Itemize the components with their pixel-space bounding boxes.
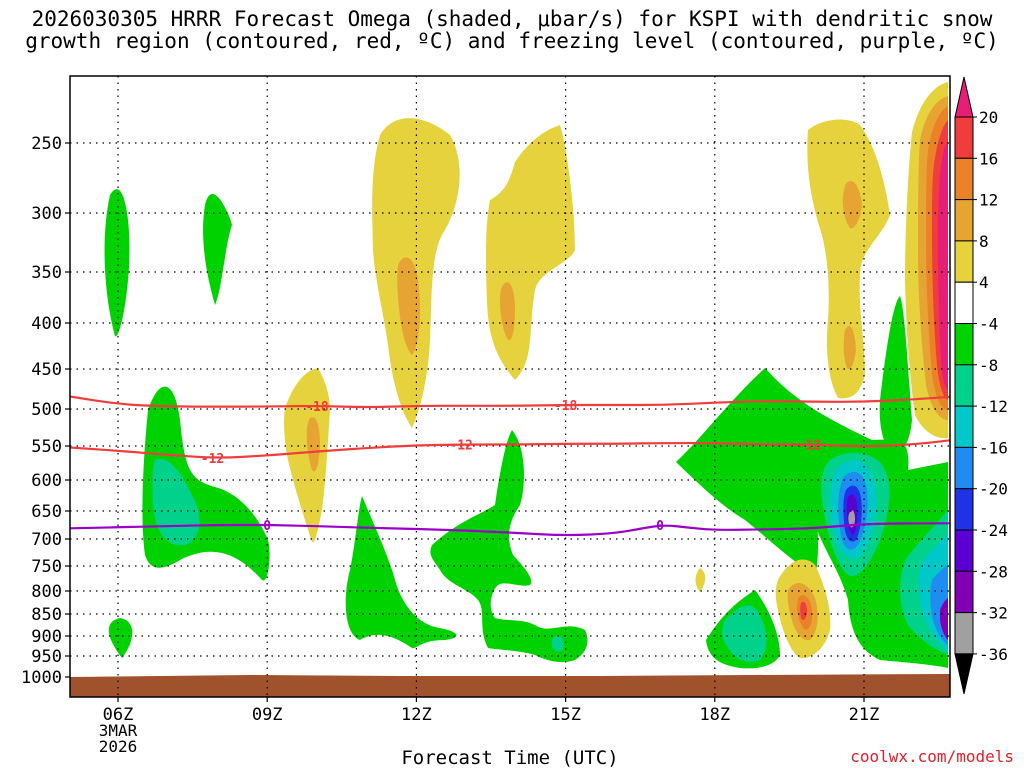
omega-region	[938, 140, 948, 390]
contour-line	[70, 522, 950, 537]
omega-region	[676, 368, 895, 575]
y-tick-label: 750	[31, 557, 62, 577]
credit-link[interactable]: coolwx.com/models	[850, 747, 1014, 766]
colorbar-bin	[954, 199, 974, 242]
colorbar-label: -24	[979, 521, 1008, 540]
omega-region	[306, 417, 320, 472]
y-tick-label: 300	[31, 204, 62, 224]
omega-region	[486, 125, 575, 380]
omega-region	[430, 430, 588, 663]
colorbar-label: 20	[979, 108, 998, 127]
omega-region	[848, 510, 855, 528]
y-tick-label: 850	[31, 605, 62, 625]
colorbar-label: -32	[979, 604, 1008, 623]
colorbar-bin	[954, 529, 974, 572]
y-tick-label: 1000	[21, 668, 62, 688]
y-tick-label: 250	[31, 134, 62, 154]
omega-shading	[70, 82, 950, 697]
x-tick-label: 15Z	[550, 705, 581, 725]
x-tick-label: 09Z	[252, 705, 283, 725]
omega-region	[695, 568, 706, 592]
x-date-label: 3MAR	[99, 721, 138, 740]
colorbar-bin	[954, 570, 974, 614]
colorbar-label: -20	[979, 480, 1008, 499]
omega-region	[203, 194, 232, 305]
y-tick-label: 350	[31, 263, 62, 283]
colorbar-label: 4	[979, 273, 989, 292]
omega-region	[940, 598, 948, 640]
y-tick-label: 600	[31, 471, 62, 491]
omega-region	[500, 282, 515, 341]
x-date-label: 2026	[99, 737, 138, 756]
colorbar: 20 16 12 8 4 -4 -8 -12 -16 -20 -24 -28 -32 -36	[954, 76, 1008, 695]
contour-line	[70, 395, 950, 409]
colorbar-label: -12	[979, 397, 1008, 416]
omega-region	[843, 326, 856, 370]
colorbar-label: -28	[979, 562, 1008, 581]
chart-title-line-2: growth region (contoured, red, ºC) and f…	[25, 29, 999, 53]
contour-label: -12	[449, 439, 472, 454]
colorbar-bin	[954, 364, 974, 407]
contour-label: -18	[305, 400, 329, 415]
contour-label: -18	[554, 399, 578, 414]
contour-label: -12	[201, 452, 224, 467]
y-tick-label: 650	[31, 502, 62, 522]
omega-region	[152, 459, 200, 546]
omega-region	[722, 605, 767, 662]
colorbar-label: -16	[979, 438, 1008, 457]
ground-surface	[70, 674, 950, 697]
colorbar-label: 16	[979, 149, 998, 168]
omega-region	[345, 496, 457, 649]
plot-frame	[69, 75, 951, 698]
y-tick-label: 500	[31, 400, 62, 420]
colorbar-bin	[954, 446, 974, 490]
colorbar-bin	[954, 488, 974, 531]
colorbar-label: -36	[979, 645, 1008, 664]
y-tick-label: 950	[31, 647, 62, 667]
omega-region	[842, 181, 862, 229]
x-tick-label: 12Z	[401, 705, 432, 725]
contour-line	[70, 439, 950, 459]
colorbar-label: -8	[979, 356, 998, 375]
colorbar-bottom-arrow	[954, 653, 974, 695]
y-tick-label: 900	[31, 627, 62, 647]
omega-region	[551, 635, 564, 652]
colorbar-top-arrow	[954, 76, 974, 118]
colorbar-bin	[954, 405, 974, 448]
contour-label: -12	[798, 439, 821, 454]
y-tick-label: 550	[31, 437, 62, 457]
y-tick-label: 700	[31, 530, 62, 550]
colorbar-bin	[954, 323, 974, 366]
y-tick-label: 450	[31, 360, 62, 380]
omega-region	[800, 601, 807, 620]
y-tick-label: 800	[31, 582, 62, 602]
omega-region	[879, 296, 912, 455]
omega-region	[397, 257, 420, 355]
colorbar-bin	[954, 281, 974, 325]
colorbar-bin	[954, 157, 974, 201]
omega-region	[104, 189, 130, 337]
colorbar-label: 8	[979, 232, 989, 251]
colorbar-bin	[954, 240, 974, 283]
contours: -18 -18 -12 -12 -12 0 0	[70, 395, 950, 537]
contour-label: 0	[263, 519, 271, 534]
x-tick-label: 21Z	[849, 705, 880, 725]
chart-title-line-1: 2026030305 HRRR Forecast Omega (shaded, …	[31, 7, 993, 31]
omega-region	[807, 119, 890, 399]
omega-region	[108, 618, 133, 658]
axes: 2503003504004505005506006507007508008509…	[21, 75, 951, 756]
omega-region	[284, 368, 330, 543]
y-tick-label: 400	[31, 314, 62, 334]
x-axis-title: Forecast Time (UTC)	[401, 747, 618, 768]
x-tick-label: 06Z	[103, 705, 134, 725]
colorbar-label: -4	[979, 315, 998, 334]
x-tick-label: 18Z	[699, 705, 730, 725]
contour-label: 0	[656, 519, 664, 534]
colorbar-label: 12	[979, 191, 998, 210]
colorbar-bin	[954, 612, 974, 655]
colorbar-bin	[954, 116, 974, 159]
